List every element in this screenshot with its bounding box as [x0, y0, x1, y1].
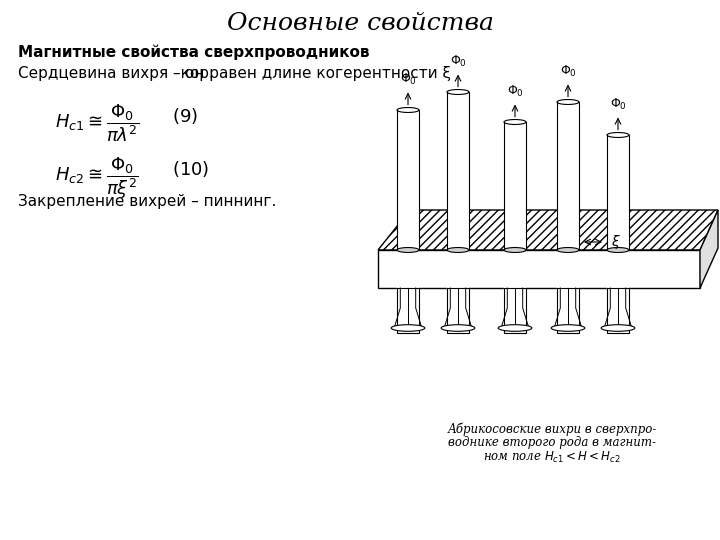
Bar	[557, 288, 579, 333]
Text: Сердцевина вихря –кор.: Сердцевина вихря –кор.	[18, 66, 214, 81]
Text: Абрикосовские вихри в сверхпро-: Абрикосовские вихри в сверхпро-	[447, 422, 657, 435]
Bar	[504, 248, 526, 290]
Text: он равен длине когерентности ξ: он равен длине когерентности ξ	[185, 66, 451, 81]
Ellipse shape	[498, 325, 532, 332]
Text: $\Phi_0$: $\Phi_0$	[449, 53, 467, 69]
Polygon shape	[548, 288, 588, 333]
Bar	[607, 135, 629, 250]
Bar	[447, 288, 469, 333]
Text: воднике второго рода в магнит-: воднике второго рода в магнит-	[448, 436, 656, 449]
Bar	[397, 110, 419, 250]
Ellipse shape	[601, 325, 635, 332]
Polygon shape	[598, 288, 638, 333]
Polygon shape	[378, 210, 718, 250]
Text: $\Phi_0$: $\Phi_0$	[610, 97, 626, 112]
Ellipse shape	[607, 132, 629, 138]
Text: Основные свойства: Основные свойства	[227, 12, 493, 35]
Polygon shape	[495, 288, 535, 333]
Text: $\Phi_0$: $\Phi_0$	[400, 71, 416, 86]
Bar	[397, 248, 419, 290]
Polygon shape	[388, 288, 428, 333]
Polygon shape	[438, 288, 478, 333]
Ellipse shape	[552, 325, 585, 332]
Ellipse shape	[397, 247, 419, 253]
Ellipse shape	[557, 247, 579, 253]
Ellipse shape	[447, 247, 469, 253]
Text: $\Phi_0$: $\Phi_0$	[506, 84, 523, 99]
Ellipse shape	[557, 99, 579, 104]
Ellipse shape	[397, 107, 419, 112]
Text: $\xi$: $\xi$	[611, 233, 621, 251]
Text: ном поле $H_{c1} < H < H_{c2}$: ном поле $H_{c1} < H < H_{c2}$	[483, 450, 621, 465]
Text: $H_{c2} \cong \dfrac{\Phi_0}{\pi\xi^2}$: $H_{c2} \cong \dfrac{\Phi_0}{\pi\xi^2}$	[55, 155, 139, 201]
Text: $H_{c1} \cong \dfrac{\Phi_0}{\pi\lambda^2}$: $H_{c1} \cong \dfrac{\Phi_0}{\pi\lambda^…	[55, 102, 140, 144]
Bar	[397, 288, 419, 333]
Text: Закрепление вихрей – пиннинг.: Закрепление вихрей – пиннинг.	[18, 194, 276, 209]
Bar	[607, 248, 629, 290]
Bar	[504, 288, 526, 333]
Bar	[557, 102, 579, 250]
Bar	[504, 122, 526, 250]
Ellipse shape	[391, 325, 425, 332]
Ellipse shape	[447, 90, 469, 94]
Ellipse shape	[607, 247, 629, 253]
Text: $\Phi_0$: $\Phi_0$	[559, 64, 577, 79]
Ellipse shape	[504, 119, 526, 125]
Ellipse shape	[441, 325, 474, 332]
Bar	[607, 288, 629, 333]
Bar	[447, 248, 469, 290]
Text: $(10)$: $(10)$	[172, 159, 210, 179]
Bar	[557, 248, 579, 290]
Polygon shape	[700, 210, 718, 288]
Polygon shape	[378, 250, 700, 288]
Bar	[447, 92, 469, 250]
Text: Магнитные свойства сверхпроводников: Магнитные свойства сверхпроводников	[18, 45, 369, 60]
Text: $(9)$: $(9)$	[172, 106, 198, 126]
Ellipse shape	[504, 247, 526, 253]
